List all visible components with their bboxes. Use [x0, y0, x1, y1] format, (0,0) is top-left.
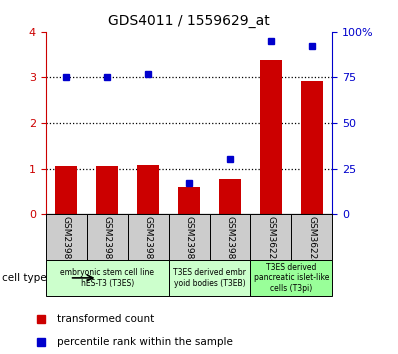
- Text: GSM239825: GSM239825: [103, 216, 112, 270]
- Title: GDS4011 / 1559629_at: GDS4011 / 1559629_at: [108, 14, 270, 28]
- Text: GSM239828: GSM239828: [226, 216, 234, 270]
- Text: GSM239827: GSM239827: [185, 216, 193, 270]
- Text: transformed count: transformed count: [57, 314, 155, 324]
- Text: GSM362248: GSM362248: [266, 216, 275, 270]
- Bar: [219, 179, 241, 214]
- Bar: [250, 260, 332, 296]
- Text: GSM239826: GSM239826: [144, 216, 152, 270]
- Text: GSM362249: GSM362249: [307, 216, 316, 270]
- Text: T3ES derived embr
yoid bodies (T3EB): T3ES derived embr yoid bodies (T3EB): [173, 268, 246, 287]
- Bar: [250, 214, 291, 260]
- Text: embryonic stem cell line
hES-T3 (T3ES): embryonic stem cell line hES-T3 (T3ES): [60, 268, 154, 287]
- Bar: [169, 260, 250, 296]
- Bar: [209, 214, 250, 260]
- Bar: [169, 214, 209, 260]
- Bar: [55, 166, 78, 214]
- Text: percentile rank within the sample: percentile rank within the sample: [57, 337, 233, 347]
- Bar: [46, 260, 169, 296]
- Bar: [259, 60, 282, 214]
- Bar: [46, 214, 87, 260]
- Text: T3ES derived
pancreatic islet-like
cells (T3pi): T3ES derived pancreatic islet-like cells…: [254, 263, 329, 293]
- Bar: [96, 166, 119, 214]
- Text: cell type: cell type: [2, 273, 47, 283]
- Bar: [87, 214, 128, 260]
- Bar: [137, 165, 159, 214]
- Bar: [300, 81, 323, 214]
- Text: GSM239824: GSM239824: [62, 216, 71, 270]
- Bar: [291, 214, 332, 260]
- Bar: [178, 187, 200, 214]
- Bar: [128, 214, 169, 260]
